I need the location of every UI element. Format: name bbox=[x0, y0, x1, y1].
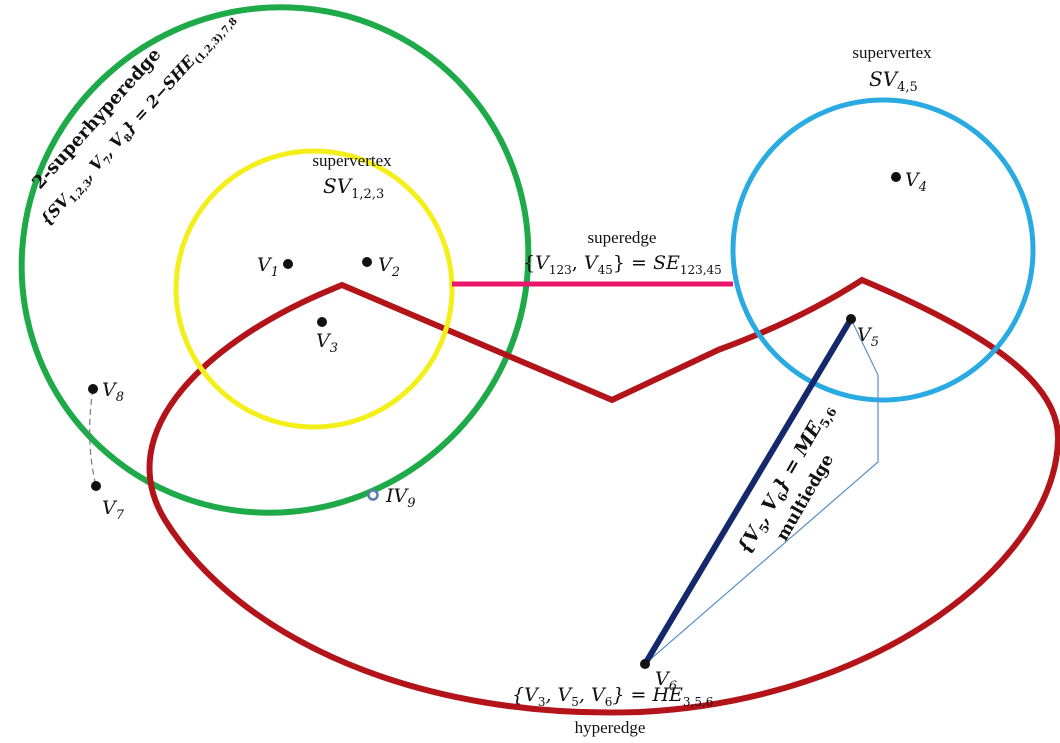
vertex-v3-dot bbox=[317, 317, 327, 327]
superedge-formula: {V123, V45} = SE123,45 bbox=[523, 252, 722, 277]
supervertex-123-symbol: SV1,2,3 bbox=[323, 174, 384, 202]
multiedge-line bbox=[642, 317, 854, 666]
superhyperedge-ellipse bbox=[18, 4, 532, 516]
hyperedge-word: hyperedge bbox=[575, 718, 646, 737]
hyperedge-boundary bbox=[146, 276, 1060, 716]
vertex-v4-label: V4 bbox=[905, 169, 927, 195]
vertex-v8-label: V8 bbox=[102, 379, 124, 405]
vertex-v6-dot bbox=[640, 659, 650, 669]
vertex-v4-dot bbox=[891, 172, 901, 182]
multiedge-thin-line bbox=[644, 318, 879, 665]
superhyperedge-label: 2-superhyperedge {SV1,2,3, V7, V8} = 2−S… bbox=[28, 16, 240, 229]
vertex-v2-label: V2 bbox=[378, 254, 400, 280]
supervertex-123-word: supervertex bbox=[312, 151, 392, 170]
vertex-v3-label: V3 bbox=[316, 330, 338, 356]
vertex-v1-label: V1 bbox=[257, 254, 279, 280]
supervertex-45-symbol: SV4,5 bbox=[869, 67, 918, 95]
superedge-word: superedge bbox=[588, 228, 657, 247]
vertex-v7-dot bbox=[91, 481, 101, 491]
isolated-vertex-iv9-dot bbox=[367, 489, 379, 501]
vertex-v5-dot bbox=[846, 314, 856, 324]
hyperedge-formula: {V3, V5, V6} = HE3,5,6 bbox=[512, 684, 713, 709]
vertex-v7-label: V7 bbox=[102, 497, 125, 523]
vertex-v1-dot bbox=[283, 259, 293, 269]
vertex-v6-label: V6 bbox=[655, 668, 677, 694]
vertex-v2-dot bbox=[362, 257, 372, 267]
isolated-vertex-iv9-label: IV9 bbox=[385, 485, 416, 511]
supervertex-45-word: supervertex bbox=[852, 43, 932, 62]
vertex-v5-label: V5 bbox=[857, 324, 879, 350]
edge-v7-v8 bbox=[89, 388, 97, 487]
vertex-v8-dot bbox=[88, 384, 98, 394]
supervertex-45-circle bbox=[730, 97, 1036, 403]
supervertex-123-circle bbox=[173, 148, 455, 430]
